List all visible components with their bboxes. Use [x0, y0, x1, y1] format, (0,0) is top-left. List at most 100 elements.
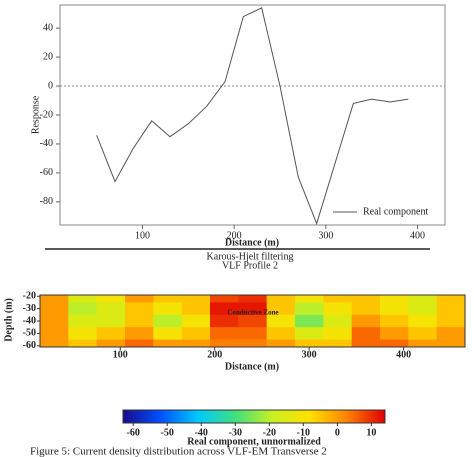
- heatmap-cell: [210, 339, 239, 347]
- heatmap-cell: [295, 339, 324, 347]
- x-tick-label: 200: [227, 230, 242, 241]
- heatmap-cell: [153, 339, 183, 347]
- heatmap-cell: [181, 314, 211, 328]
- heatmap-cell: [380, 327, 409, 341]
- heatmap-cell: [266, 327, 296, 341]
- y-label: Depth (m): [3, 298, 14, 342]
- legend-label: Real component: [363, 206, 428, 217]
- heatmap-cell: [40, 314, 69, 328]
- heatmap-cell: [181, 339, 211, 347]
- heatmap-title: Karous-Hjelt filtering: [207, 251, 294, 262]
- heatmap-cell: [436, 295, 465, 303]
- heatmap-cell: [40, 327, 69, 341]
- heatmap-cell: [380, 339, 409, 347]
- heatmap-cell: [40, 295, 69, 303]
- heatmap-cell: [323, 302, 353, 316]
- x-tick-label: 400: [410, 230, 425, 241]
- heatmap-cell: [351, 314, 381, 328]
- y-tick-label: -30: [23, 303, 36, 314]
- heatmap-cell: [210, 314, 239, 328]
- heatmap-cell: [408, 327, 438, 341]
- heatmap-cells: [40, 295, 465, 347]
- heatmap-cell: [68, 295, 98, 303]
- heatmap-cell: [210, 327, 239, 341]
- heatmap-cell: [351, 295, 381, 303]
- heatmap-cell: [436, 302, 465, 316]
- annotation: Conductive Zone: [227, 309, 278, 317]
- heatmap-cell: [238, 302, 268, 316]
- heatmap-cell: [351, 327, 381, 341]
- heatmap-cell: [351, 339, 381, 347]
- colorbar-tick-label: 10: [366, 427, 376, 438]
- y-tick-label: -20: [40, 109, 53, 120]
- heatmap-cell: [153, 314, 183, 328]
- heatmap-cell: [295, 302, 324, 316]
- heatmap-cell: [295, 327, 324, 341]
- colorbar-tick-label: -30: [229, 427, 242, 438]
- heatmap-cell: [436, 339, 465, 347]
- heatmap-cell: [125, 327, 154, 341]
- heatmap-cell: [408, 339, 438, 347]
- heatmap-cell: [125, 302, 154, 316]
- plot-frame: [59, 4, 446, 226]
- colorbar-label: Real component, unnormalized: [187, 436, 321, 447]
- heatmap-cell: [323, 339, 353, 347]
- y-tick-label: -80: [40, 196, 53, 207]
- heatmap-cell: [68, 302, 98, 316]
- heatmap-cell: [408, 302, 438, 316]
- heatmap-subtitle: VLF Profile 2: [222, 260, 278, 271]
- heatmap-cell: [380, 302, 409, 316]
- heatmap-cell: [181, 302, 211, 316]
- caption: Figure 5: Current density distribution a…: [30, 446, 327, 457]
- x-tick-label: 300: [318, 230, 333, 241]
- heatmap-cell: [210, 302, 239, 316]
- heatmap-cell: [181, 327, 211, 341]
- heatmap-cell: [68, 327, 98, 341]
- heatmap-cell: [125, 314, 154, 328]
- y-tick-label: 40: [43, 22, 53, 33]
- heatmap-cell: [295, 314, 324, 328]
- x-tick-label: 100: [135, 230, 150, 241]
- heatmap-cell: [125, 295, 154, 303]
- y-tick-label: -40: [40, 138, 53, 149]
- y-tick-label: 20: [43, 51, 53, 62]
- heatmap-cell: [40, 302, 69, 316]
- heatmap-cell: [238, 314, 268, 328]
- y-tick-label: -20: [23, 291, 36, 302]
- x-label: Distance (m): [225, 237, 279, 248]
- heatmap-cell: [266, 314, 296, 328]
- colorbar: [122, 409, 386, 424]
- heatmap-cell: [96, 339, 126, 347]
- y-tick-label: -60: [23, 340, 36, 351]
- y-tick-label: -50: [23, 328, 36, 339]
- heatmap-cell: [238, 339, 268, 347]
- heatmap-cell: [125, 339, 154, 347]
- heatmap-cell: [323, 295, 353, 303]
- heatmap-cell: [238, 295, 268, 303]
- y-tick-label: 0: [48, 80, 53, 91]
- heatmap-cell: [96, 295, 126, 303]
- y-tick-label: -40: [23, 315, 36, 326]
- colorbar-tick-label: 0: [335, 427, 340, 438]
- heatmap-cell: [323, 327, 353, 341]
- y-tick-label: -60: [40, 167, 53, 178]
- heatmap-cell: [181, 295, 211, 303]
- heatmap-cell: [68, 339, 98, 347]
- heatmap-cell: [153, 295, 183, 303]
- heatmap-cell: [436, 327, 465, 341]
- x-label: Distance (m): [225, 361, 279, 372]
- heatmap-cell: [96, 327, 126, 341]
- heatmap-cell: [96, 314, 126, 328]
- heatmap-cell: [266, 339, 296, 347]
- x-tick-label: 400: [396, 349, 411, 360]
- heatmap-cell: [153, 302, 183, 316]
- heatmap-cell: [295, 295, 324, 303]
- heatmap-cell: [238, 327, 268, 341]
- colorbar-tick-label: -10: [297, 427, 310, 438]
- y-label: Response: [30, 95, 41, 134]
- colorbar-tick-label: -50: [161, 427, 174, 438]
- x-tick-label: 300: [302, 349, 317, 360]
- heatmap-cell: [436, 314, 465, 328]
- colorbar-tick-label: -20: [263, 427, 276, 438]
